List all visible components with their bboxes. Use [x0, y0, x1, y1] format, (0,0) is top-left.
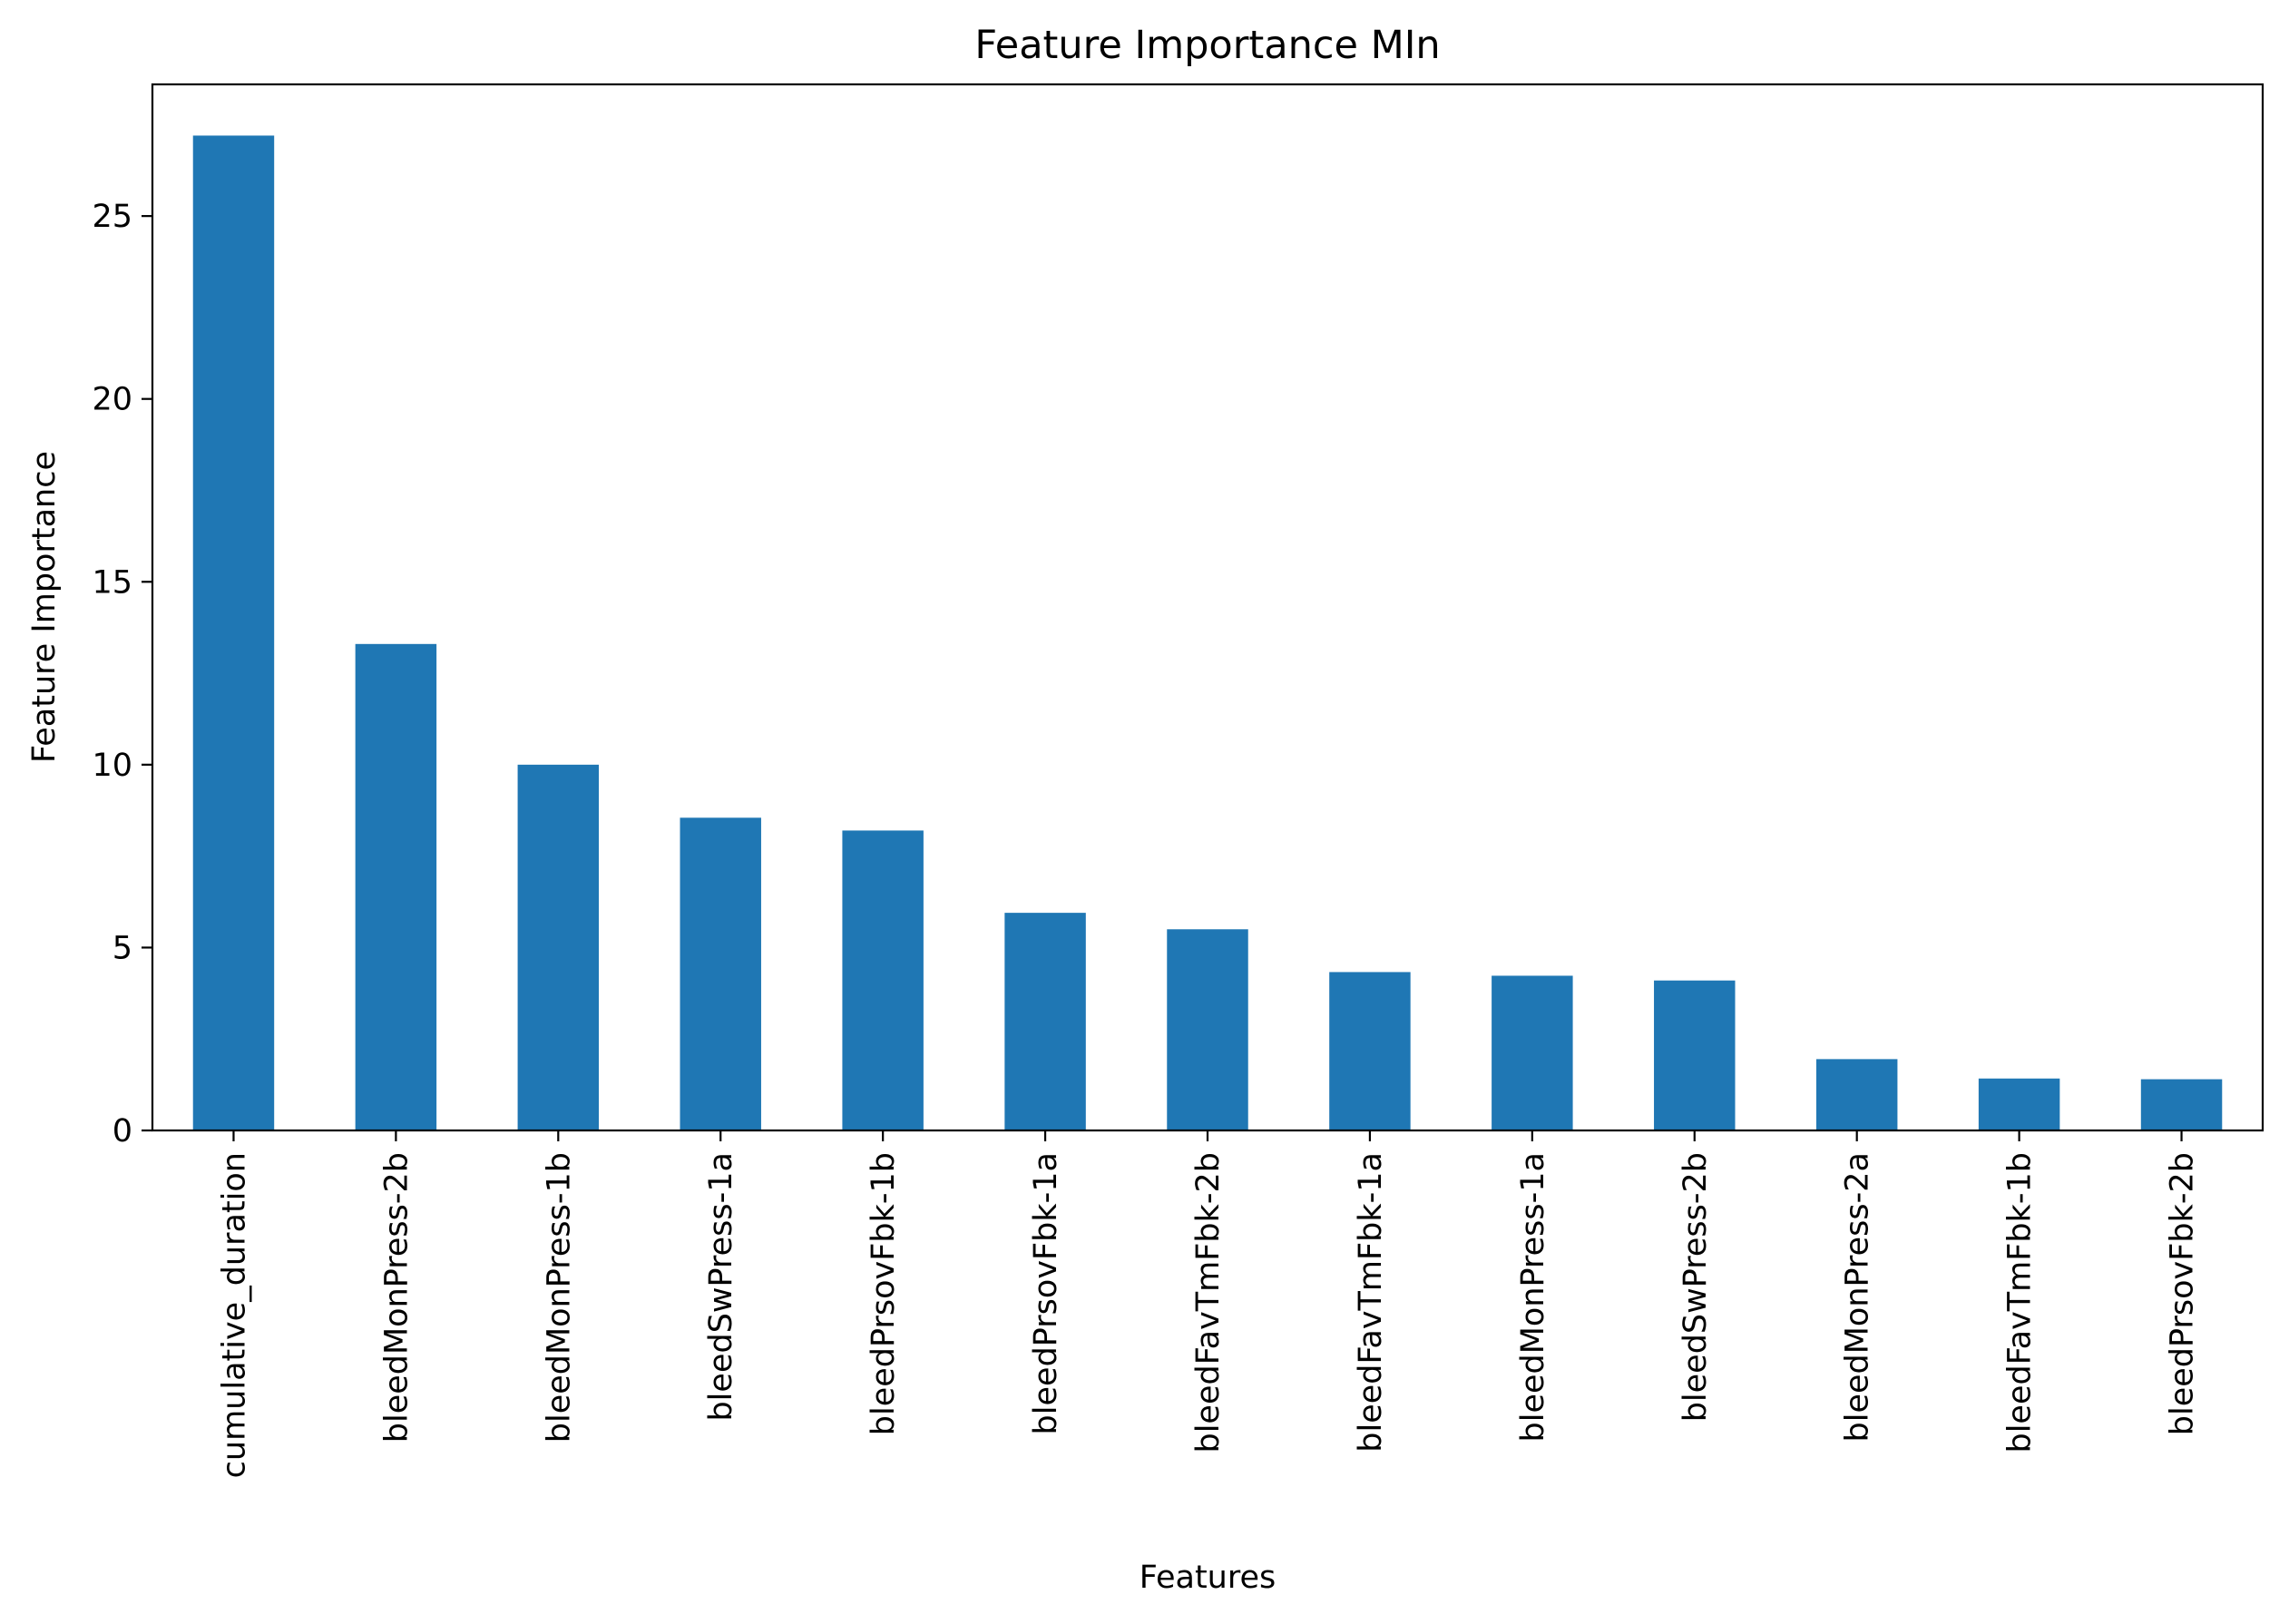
x-tick-label: cumulative_duration	[216, 1152, 252, 1478]
bar-bleedMonPress-2a	[1815, 1059, 1898, 1130]
bar-bleedMonPress-2b	[355, 643, 437, 1130]
x-axis: cumulative_duration bleedMonPress-2b bleed…	[216, 1130, 2201, 1478]
y-axis-label: Feature Importance	[26, 451, 63, 763]
y-tick-label: 0	[112, 1113, 132, 1150]
bars-group	[192, 135, 2223, 1131]
x-tick-label: bleedSwPress-2b	[1678, 1152, 1714, 1422]
x-tick-label: bleedPrsovFbk-1b	[866, 1152, 902, 1435]
bar-bleedPrsovFbk-1b	[842, 830, 924, 1130]
x-tick-label: bleedPrsovFbk-2b	[2165, 1152, 2201, 1435]
bar-bleedSwPress-2b	[1654, 980, 1736, 1130]
y-axis: 0 5 10 15 20 25	[92, 199, 152, 1150]
bar-bleedFavTmFbk-2b	[1167, 929, 1248, 1130]
x-tick-label: bleedMonPress-2b	[378, 1152, 415, 1443]
y-tick-label: 15	[92, 564, 132, 601]
bar-bleedFavTmFbk-1a	[1329, 972, 1411, 1130]
plot-frame	[151, 83, 2265, 1132]
bar-bleedSwPress-1a	[680, 817, 761, 1130]
x-axis-label: Features	[1140, 1560, 1277, 1596]
bar-bleedPrsovFbk-2b	[2140, 1079, 2223, 1130]
x-tick-label: bleedFavTmFbk-1a	[1353, 1152, 1389, 1453]
bar-bleedFavTmFbk-1b	[1978, 1078, 2060, 1130]
bar-bleedMonPress-1a	[1492, 975, 1573, 1130]
x-tick-label: bleedMonPress-1a	[1515, 1152, 1551, 1442]
y-tick-label: 5	[112, 930, 132, 966]
bar-bleedPrsovFbk-1a	[1004, 913, 1086, 1130]
bar-bleedMonPress-1b	[517, 764, 600, 1130]
x-tick-label: bleedFavTmFbk-2b	[1190, 1152, 1227, 1453]
x-tick-label: bleedSwPress-1a	[703, 1152, 739, 1422]
y-tick-label: 25	[92, 199, 132, 235]
chart-title: Feature Importance MIn	[974, 23, 1440, 68]
x-tick-label: bleedFavTmFbk-1b	[2002, 1152, 2039, 1453]
x-tick-label: bleedMonPress-2a	[1840, 1152, 1876, 1442]
x-tick-label: bleedPrsovFbk-1a	[1028, 1152, 1064, 1434]
x-tick-label: bleedMonPress-1b	[541, 1152, 577, 1443]
y-tick-label: 20	[92, 382, 132, 418]
bar-cumulative_duration	[192, 135, 275, 1131]
y-tick-label: 10	[92, 748, 132, 784]
